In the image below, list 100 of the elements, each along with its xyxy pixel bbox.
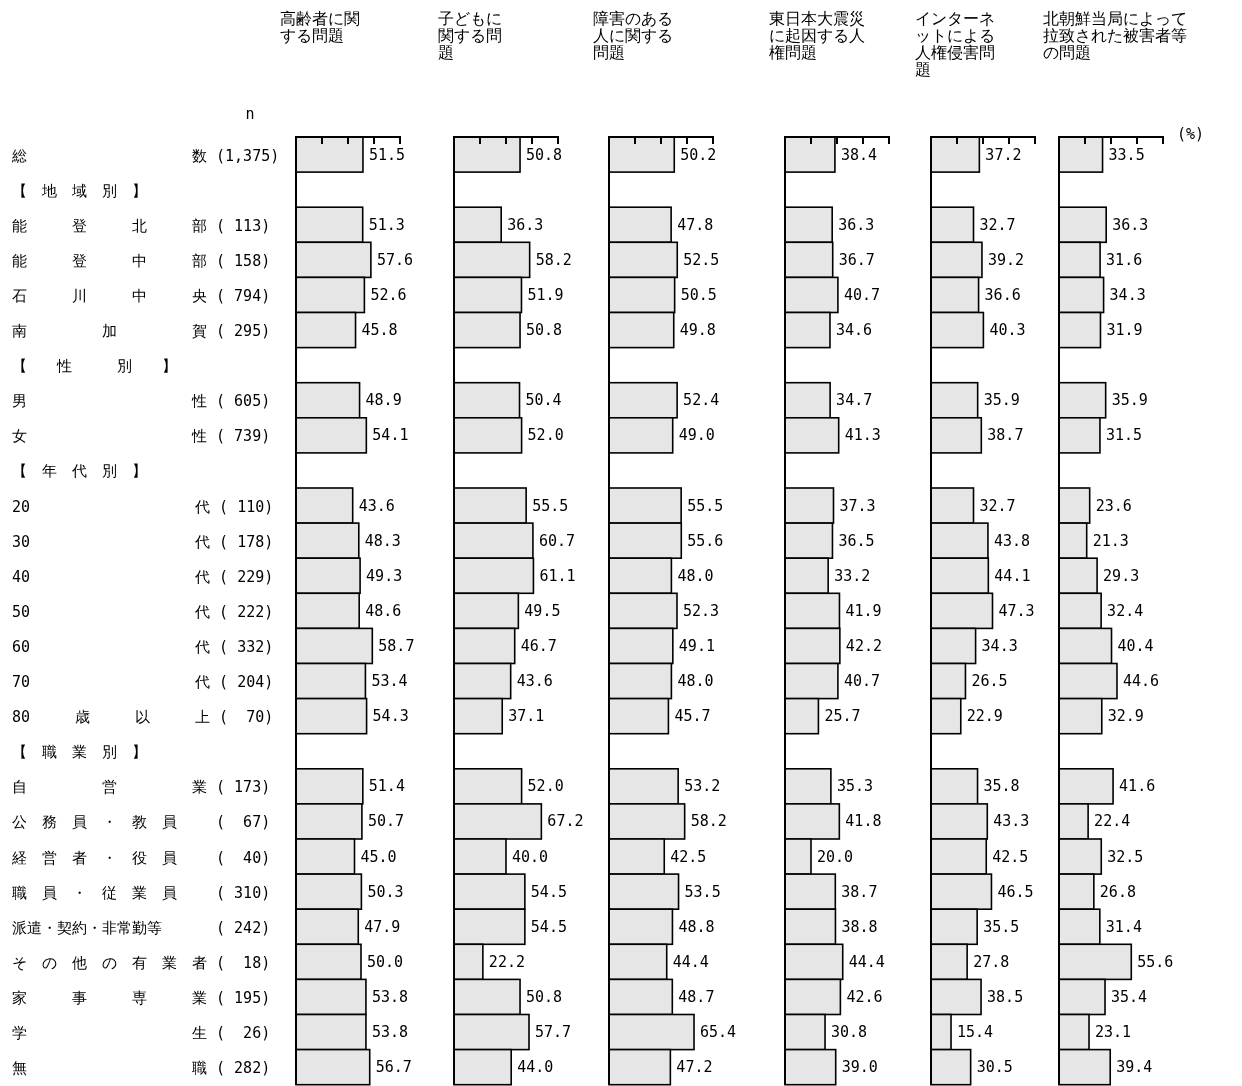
data-label: 49.3 — [366, 566, 403, 585]
data-label: 50.8 — [526, 145, 563, 164]
data-label: 51.4 — [368, 777, 405, 796]
data-label: 52.0 — [527, 426, 564, 445]
data-label: 23.6 — [1095, 496, 1132, 515]
data-label: 61.1 — [539, 566, 576, 585]
data-label: 23.1 — [1095, 1023, 1132, 1042]
data-label: 41.6 — [1119, 777, 1156, 796]
data-label: 45.0 — [360, 847, 397, 866]
y-tick-label: 派遣・契約・非常勤等 ( 242) — [12, 918, 271, 937]
y-tick-label: 南 加 賀 ( 295) — [12, 322, 271, 341]
text: n — [245, 105, 255, 123]
data-label: 43.6 — [516, 672, 553, 691]
y-tick-label: 【 年 代 別 】 — [12, 462, 147, 481]
y-tick-label: 20 代 ( 110) — [12, 497, 274, 516]
y-tick-label: 総 数 (1,375) — [11, 146, 280, 165]
data-label: 44.0 — [517, 1058, 554, 1077]
y-tick-label: 能 登 中 部 ( 158) — [12, 251, 271, 270]
data-label: 42.6 — [846, 987, 883, 1006]
data-label: 47.8 — [677, 215, 714, 234]
data-label: 36.5 — [838, 531, 875, 550]
data-label: 52.0 — [527, 777, 564, 796]
data-label: 42.2 — [845, 636, 882, 655]
y-tick-label: 【 職 業 別 】 — [12, 743, 147, 762]
data-label: 53.8 — [371, 987, 409, 1006]
y-tick-label: 家 事 専 業 ( 195) — [12, 988, 271, 1007]
data-label: 46.7 — [520, 636, 557, 655]
data-label: 42.5 — [670, 847, 707, 866]
data-label: 43.8 — [993, 531, 1031, 550]
data-label: 41.9 — [845, 601, 882, 620]
data-label: 51.3 — [368, 215, 405, 234]
data-label: 39.2 — [987, 250, 1025, 269]
data-label: 44.4 — [672, 952, 709, 971]
data-label: 15.4 — [957, 1023, 994, 1042]
data-label: 50.0 — [367, 952, 404, 971]
data-label: 30.5 — [976, 1058, 1013, 1077]
data-label: 55.5 — [687, 496, 724, 515]
data-label: 40.7 — [843, 672, 881, 691]
data-label: 57.7 — [535, 1023, 572, 1042]
data-label: 55.6 — [687, 531, 724, 550]
y-tick-label: 80 歳 以 上 ( 70) — [12, 708, 274, 727]
data-label: 50.7 — [367, 812, 405, 831]
data-label: 41.3 — [844, 426, 881, 445]
data-label: 29.3 — [1103, 566, 1140, 585]
data-label: 36.3 — [1112, 215, 1149, 234]
data-label: 58.2 — [535, 250, 572, 269]
data-label: 34.6 — [835, 321, 873, 340]
y-tick-label: 経 営 者 ・ 役 員 ( 40) — [11, 848, 271, 867]
data-label: 26.8 — [1099, 882, 1136, 901]
data-label: 50.3 — [367, 882, 404, 901]
data-label: 67.2 — [547, 812, 584, 831]
data-label: 31.6 — [1106, 250, 1143, 269]
data-label: 34.3 — [1109, 285, 1146, 304]
y-tick-label: 石 川 中 央 ( 794) — [12, 286, 271, 305]
y-tick-label: 男 性 ( 605) — [12, 392, 271, 411]
data-label: 50.8 — [526, 321, 563, 340]
data-label: 52.6 — [370, 285, 407, 304]
chart-title: 北朝鮮当局によって拉致された被害者等の問題 — [1043, 9, 1188, 62]
y-tick-label: そ の 他 の 有 業 者 ( 18) — [12, 953, 271, 972]
data-label: 26.5 — [971, 672, 1008, 691]
data-label: 54.3 — [372, 707, 409, 726]
chart-title: 高齢者に関する問題 — [280, 9, 361, 45]
data-label: 36.3 — [507, 215, 544, 234]
data-label: 34.7 — [836, 391, 873, 410]
data-label: 65.4 — [700, 1023, 737, 1042]
data-label: 56.7 — [375, 1058, 412, 1077]
data-label: 33.2 — [834, 566, 871, 585]
data-label: 40.3 — [989, 321, 1026, 340]
data-label: 53.5 — [684, 882, 721, 901]
data-label: 36.6 — [984, 285, 1021, 304]
data-label: 35.9 — [983, 391, 1020, 410]
data-label: 38.7 — [987, 426, 1024, 445]
data-label: 33.5 — [1108, 145, 1145, 164]
data-label: 43.6 — [358, 496, 395, 515]
data-label: 38.4 — [840, 145, 878, 164]
chart-title: 子どもに関する問題 — [438, 9, 503, 62]
data-label: 31.4 — [1105, 917, 1142, 936]
data-label: 32.7 — [979, 496, 1016, 515]
data-label: 54.1 — [372, 426, 409, 445]
data-label: 49.0 — [678, 426, 715, 445]
data-label: 50.4 — [525, 391, 562, 410]
data-label: 54.5 — [530, 917, 567, 936]
data-label: 51.5 — [368, 145, 406, 164]
data-label: 58.2 — [690, 812, 727, 831]
data-label: 54.5 — [530, 882, 567, 901]
data-label: 25.7 — [824, 707, 861, 726]
data-label: 38.8 — [841, 917, 878, 936]
data-label: 20.0 — [817, 847, 854, 866]
data-label: 52.4 — [683, 391, 720, 410]
data-label: 36.7 — [838, 250, 875, 269]
chart-title: インターネットによる人権侵害問題 — [915, 9, 996, 79]
data-label: 40.7 — [843, 285, 881, 304]
data-label: 47.9 — [364, 917, 401, 936]
data-label: 48.8 — [678, 917, 715, 936]
data-label: 22.4 — [1094, 812, 1131, 831]
data-label: 49.5 — [524, 601, 561, 620]
data-label: 38.5 — [987, 987, 1024, 1006]
data-label: 32.5 — [1107, 847, 1144, 866]
data-label: 52.3 — [682, 601, 720, 620]
data-label: 32.4 — [1107, 601, 1144, 620]
